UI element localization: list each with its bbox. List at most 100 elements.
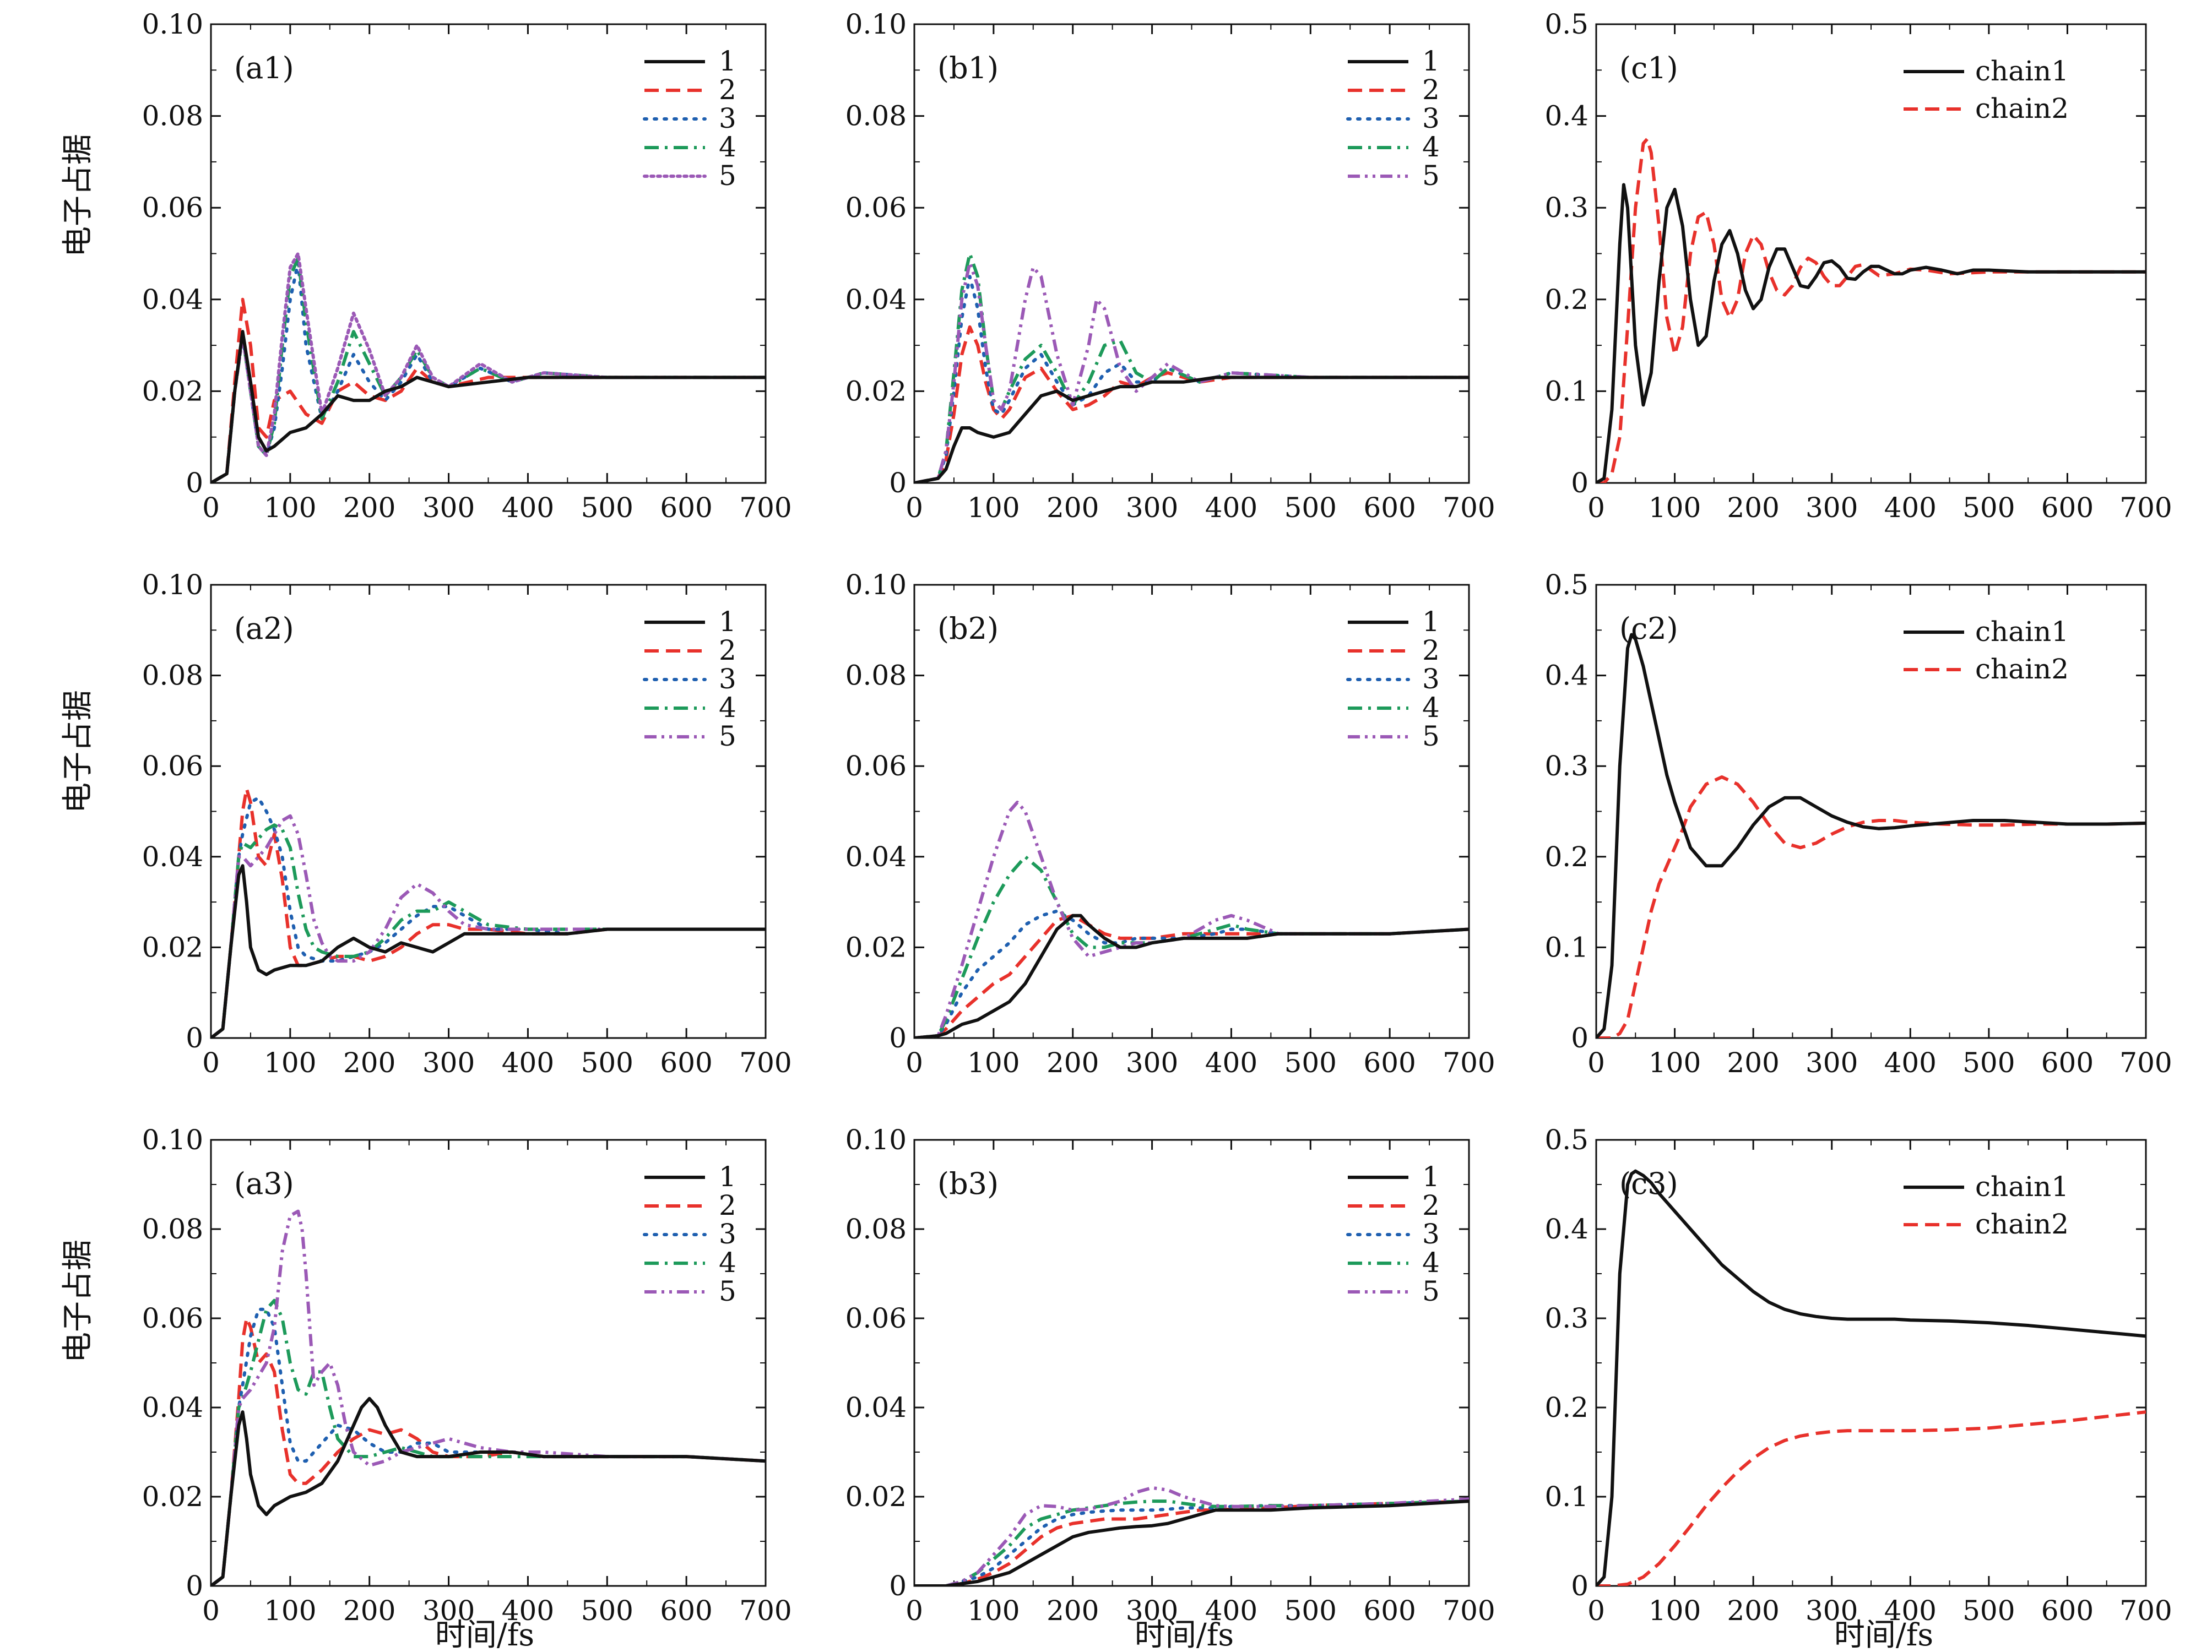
panel-label: (a2) [234,611,294,646]
x-tick-label: 400 [1884,492,1937,524]
y-tick-label: 0.4 [1544,1213,1588,1245]
x-tick-label: 300 [1126,1047,1178,1079]
y-tick-label: 0 [889,1570,907,1602]
x-tick-label: 500 [581,492,633,524]
panel-label: (b2) [937,611,999,646]
panel-label: (a1) [234,51,294,85]
legend-label: 4 [1422,692,1440,724]
legend-label: chain1 [1975,1171,2069,1203]
legend-label: 3 [719,663,736,695]
x-tick-label: 600 [660,492,712,524]
x-tick-label: 500 [581,1595,633,1627]
y-tick-label: 0 [889,467,907,499]
y-tick-label: 0 [186,1022,203,1054]
x-axis-label-col2: 时间/fs [1135,1617,1234,1652]
x-tick-label: 700 [1443,1595,1495,1627]
y-tick-label: 0.1 [1544,375,1588,407]
x-tick-label: 100 [967,1047,1020,1079]
y-tick-label: 0.02 [845,375,907,407]
y-tick-label: 0.04 [142,841,203,873]
panel-label: (c1) [1619,51,1678,85]
y-tick-label: 0.02 [142,1481,203,1513]
y-tick-label: 0 [186,467,203,499]
legend-label: 1 [1422,45,1440,77]
legend-label: 3 [719,1218,736,1250]
x-tick-label: 300 [422,492,475,524]
x-tick-label: 500 [1284,492,1337,524]
y-tick-label: 0.5 [1544,569,1588,601]
series-line-chain2 [1596,137,2146,483]
x-tick-label: 500 [1284,1047,1337,1079]
y-tick-label: 0.1 [1544,931,1588,963]
x-tick-label: 400 [1205,492,1257,524]
x-tick-label: 200 [1727,492,1779,524]
x-tick-label: 600 [660,1595,712,1627]
y-tick-label: 0.06 [845,1302,907,1334]
x-tick-label: 0 [202,492,220,524]
x-tick-label: 300 [422,1595,475,1627]
legend-label: chain2 [1975,1208,2069,1240]
x-axis-label-col1: 时间/fs [435,1617,534,1652]
y-tick-label: 0.3 [1544,750,1588,782]
x-tick-label: 600 [1363,492,1416,524]
legend-label: 2 [1422,74,1440,106]
y-tick-label: 0 [1571,467,1588,499]
series-line-chain1 [1596,633,2146,1038]
y-tick-label: 0.10 [845,569,907,601]
y-tick-label: 0.02 [142,375,203,407]
panel-a2: 0 100 200 300 400 500 600 700 0 0.02 0.04 0.06 0.08 0… [142,569,792,1079]
series-line-2 [914,325,1469,483]
legend-label: 4 [719,131,736,163]
panel-a3: 0 100 200 300 400 500 600 700 0 0.02 0.04 0.06 0.08 0… [142,1124,792,1627]
y-tick-label: 0.02 [845,1481,907,1513]
y-axis-label-row1: 电子占据 [60,134,96,257]
x-tick-label: 600 [1363,1595,1416,1627]
series-line-5 [211,814,766,1038]
x-tick-label: 700 [739,1047,791,1079]
y-tick-label: 0.06 [142,750,203,782]
series-line-chain2 [1596,775,2146,1038]
y-tick-label: 0.04 [142,284,203,316]
y-tick-label: 0.1 [1544,1481,1588,1513]
y-tick-label: 0.10 [142,8,203,40]
x-tick-label: 400 [1884,1595,1937,1627]
legend-label: 1 [1422,606,1440,638]
y-tick-label: 0.08 [142,100,203,132]
y-tick-label: 0 [1571,1570,1588,1602]
x-tick-label: 600 [2041,492,2094,524]
x-tick-label: 0 [906,1595,923,1627]
y-tick-label: 0.08 [845,1213,907,1245]
panel-label: (c3) [1619,1166,1678,1201]
x-tick-label: 300 [1806,1047,1858,1079]
legend-label: chain1 [1975,55,2069,87]
x-tick-label: 300 [1806,1595,1858,1627]
series-line-1 [914,376,1469,483]
panel-b3: 0 100 200 300 400 500 600 700 0 0.02 0.04 0.06 0.08 0… [845,1124,1495,1627]
legend-label: 1 [1422,1161,1440,1193]
x-tick-label: 700 [2119,1047,2172,1079]
y-tick-label: 0.04 [142,1392,203,1423]
x-tick-label: 200 [343,1047,395,1079]
x-tick-label: 500 [1962,1595,2015,1627]
series-line-3 [914,1499,1469,1586]
legend-label: chain1 [1975,616,2069,648]
y-tick-label: 0 [889,1022,907,1054]
x-tick-label: 600 [660,1047,712,1079]
series-line-5 [211,1209,766,1586]
panel-label: (b1) [937,51,999,85]
x-tick-label: 0 [1587,1047,1605,1079]
x-tick-label: 100 [1649,1595,1701,1627]
legend-label: 2 [719,1189,736,1221]
series-line-1 [211,864,766,1038]
series-line-2 [914,1499,1469,1586]
series-line-5 [914,801,1469,1038]
legend-label: 3 [719,102,736,134]
y-tick-label: 0.3 [1544,192,1588,224]
y-tick-label: 0.4 [1544,660,1588,692]
y-tick-label: 0.06 [845,192,907,224]
x-tick-label: 400 [502,1595,554,1627]
series-line-4 [211,1298,766,1586]
legend-label: 3 [1422,102,1440,134]
x-tick-label: 400 [502,492,554,524]
